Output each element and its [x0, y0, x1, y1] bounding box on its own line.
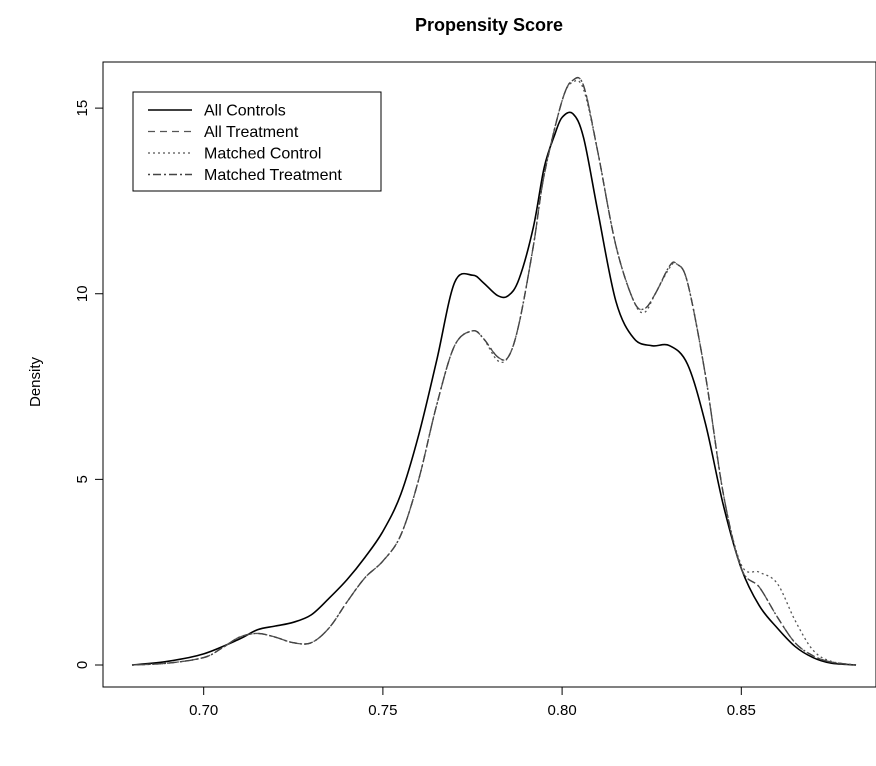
series-line-1: [131, 111, 857, 666]
x-tick-label: 0.80: [547, 702, 576, 719]
chart-title: Propensity Score: [415, 15, 563, 35]
y-tick-label: 0: [74, 661, 91, 669]
y-tick-label: 15: [74, 100, 91, 117]
y-axis: 0 5 10 15: [74, 100, 103, 669]
y-axis-label: Density: [27, 356, 44, 407]
legend-label: Matched Control: [204, 146, 321, 163]
legend-label: All Controls: [204, 103, 286, 120]
legend: All Controls All Treatment Matched Control…: [132, 91, 382, 192]
legend-label: All Treatment: [204, 124, 299, 141]
plot-frame: [102, 61, 876, 688]
x-tick-label: 0.70: [189, 702, 218, 719]
y-tick-label: 5: [74, 475, 91, 483]
y-tick-label: 10: [74, 285, 91, 302]
series-line-3: [131, 79, 857, 666]
series-layer: [131, 76, 857, 666]
x-tick-label: 0.75: [368, 702, 397, 719]
x-tick-label: 0.85: [727, 702, 756, 719]
x-axis: 0.70 0.75 0.80 0.85: [189, 687, 756, 719]
legend-label: Matched Treatment: [204, 167, 342, 184]
series-line-4: [131, 76, 857, 666]
